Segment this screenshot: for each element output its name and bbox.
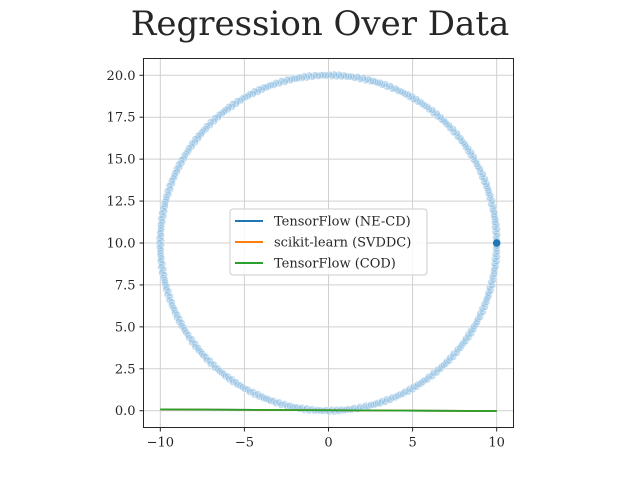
legend-label: TensorFlow (NE-CD): [274, 215, 411, 230]
x-tick-label: 10: [488, 436, 505, 451]
y-tick-label: 15.0: [107, 153, 136, 168]
y-tick-label: 5.0: [115, 320, 136, 335]
y-tick-label: 10.0: [107, 237, 136, 252]
legend: TensorFlow (NE-CD) scikit-learn (SVDDC) Te…: [229, 208, 428, 276]
highlight-point: [492, 239, 501, 247]
legend-box: [229, 208, 428, 276]
x-tick-label: 0: [324, 436, 332, 451]
x-tick-label: 5: [408, 436, 416, 451]
tick-layer: −10 −5 0 5 10 0.0 2.5 5.0 7.5 10.0 12.5 15.0 17.5 20.…: [107, 69, 505, 451]
y-tick-label: 20.0: [107, 69, 136, 84]
legend-label: TensorFlow (COD): [274, 257, 396, 272]
regression-line: [160, 408, 497, 412]
x-tick-label: −5: [235, 436, 254, 451]
y-tick-label: 0.0: [115, 404, 136, 419]
line-layer: [160, 408, 497, 412]
chart-title: Regression Over Data: [131, 4, 510, 44]
y-tick-label: 2.5: [115, 362, 136, 377]
y-tick-label: 12.5: [107, 195, 136, 210]
y-tick-label: 17.5: [107, 111, 136, 126]
x-tick-label: −10: [147, 436, 174, 451]
y-tick-label: 7.5: [115, 278, 136, 293]
legend-label: scikit-learn (SVDDC): [274, 236, 411, 251]
scatter-layer: [155, 70, 501, 416]
